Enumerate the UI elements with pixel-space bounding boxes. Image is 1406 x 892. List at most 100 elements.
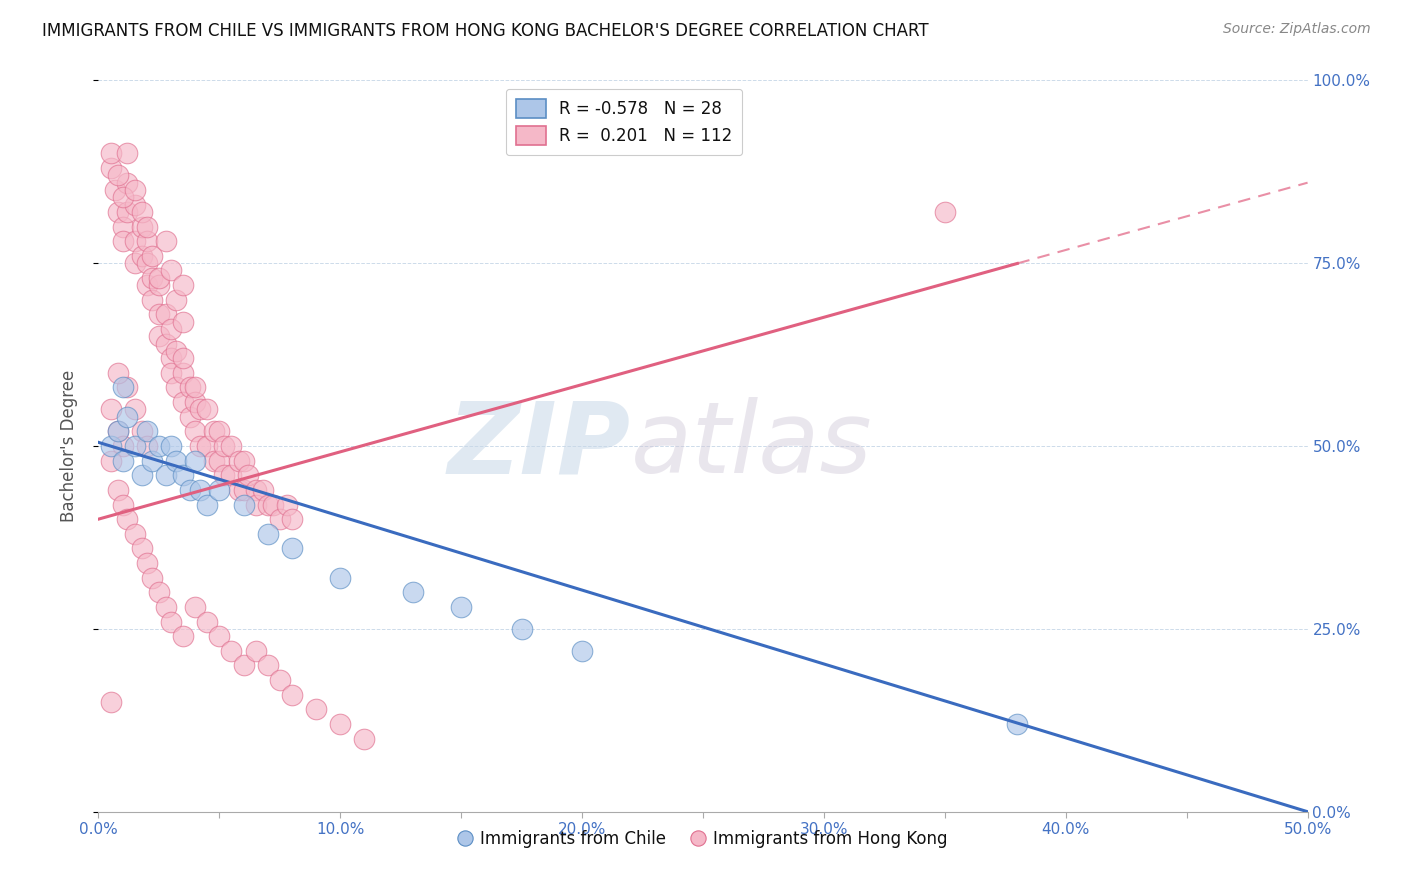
Point: [571, 644, 593, 658]
Point: [141, 571, 163, 585]
Point: [208, 453, 231, 467]
Point: [221, 644, 243, 658]
Point: [155, 234, 177, 248]
Point: [155, 468, 177, 483]
Text: IMMIGRANTS FROM CHILE VS IMMIGRANTS FROM HONG KONG BACHELOR'S DEGREE CORRELATION: IMMIGRANTS FROM CHILE VS IMMIGRANTS FROM…: [42, 22, 929, 40]
Point: [204, 425, 226, 439]
Point: [155, 599, 177, 614]
Point: [124, 402, 146, 417]
Point: [510, 622, 533, 636]
Point: [131, 219, 153, 234]
Point: [179, 409, 201, 424]
Point: [1007, 717, 1029, 731]
Text: ZIP: ZIP: [447, 398, 630, 494]
Point: [148, 439, 170, 453]
Point: [135, 219, 157, 234]
Point: [135, 556, 157, 570]
Point: [148, 585, 170, 599]
Text: Source: ZipAtlas.com: Source: ZipAtlas.com: [1223, 22, 1371, 37]
Point: [124, 526, 146, 541]
Point: [107, 366, 129, 380]
Point: [269, 512, 291, 526]
Point: [329, 717, 352, 731]
Point: [107, 169, 129, 183]
Point: [141, 293, 163, 307]
Point: [276, 498, 298, 512]
Point: [281, 512, 304, 526]
Point: [934, 205, 956, 219]
Point: [165, 453, 187, 467]
Point: [160, 351, 183, 366]
Point: [172, 395, 194, 409]
Point: [204, 453, 226, 467]
Point: [165, 380, 187, 394]
Point: [402, 585, 425, 599]
Point: [212, 439, 235, 453]
Point: [353, 731, 375, 746]
Point: [111, 219, 134, 234]
Point: [124, 256, 146, 270]
Point: [104, 183, 127, 197]
Point: [117, 512, 139, 526]
Point: [195, 439, 218, 453]
Point: [124, 234, 146, 248]
Point: [117, 176, 139, 190]
Point: [141, 453, 163, 467]
Point: [148, 270, 170, 285]
Point: [232, 498, 254, 512]
Point: [281, 688, 304, 702]
Point: [256, 526, 278, 541]
Point: [135, 256, 157, 270]
Point: [252, 483, 274, 497]
Point: [228, 453, 250, 467]
Point: [107, 425, 129, 439]
Point: [111, 453, 134, 467]
Point: [172, 629, 194, 643]
Point: [100, 146, 122, 161]
Point: [155, 336, 177, 351]
Point: [160, 366, 183, 380]
Point: [124, 439, 146, 453]
Point: [179, 380, 201, 394]
Point: [148, 329, 170, 343]
Y-axis label: Bachelor's Degree: Bachelor's Degree: [59, 370, 77, 522]
Point: [232, 483, 254, 497]
Point: [195, 402, 218, 417]
Point: [165, 343, 187, 358]
Point: [172, 366, 194, 380]
Point: [232, 453, 254, 467]
Point: [100, 402, 122, 417]
Point: [131, 205, 153, 219]
Point: [124, 197, 146, 211]
Point: [281, 541, 304, 556]
Point: [184, 453, 207, 467]
Point: [245, 644, 267, 658]
Point: [184, 395, 207, 409]
Point: [117, 205, 139, 219]
Point: [232, 658, 254, 673]
Point: [256, 498, 278, 512]
Point: [111, 380, 134, 394]
Point: [148, 307, 170, 321]
Point: [269, 673, 291, 687]
Point: [107, 425, 129, 439]
Legend: Immigrants from Chile, Immigrants from Hong Kong: Immigrants from Chile, Immigrants from H…: [451, 823, 955, 855]
Point: [195, 498, 218, 512]
Point: [208, 629, 231, 643]
Point: [238, 468, 260, 483]
Point: [450, 599, 472, 614]
Point: [329, 571, 352, 585]
Point: [184, 599, 207, 614]
Point: [184, 380, 207, 394]
Point: [160, 263, 183, 277]
Point: [184, 425, 207, 439]
Point: [100, 161, 122, 175]
Point: [172, 468, 194, 483]
Point: [135, 234, 157, 248]
Text: atlas: atlas: [630, 398, 872, 494]
Point: [100, 695, 122, 709]
Point: [107, 205, 129, 219]
Point: [111, 439, 134, 453]
Point: [135, 425, 157, 439]
Point: [160, 322, 183, 336]
